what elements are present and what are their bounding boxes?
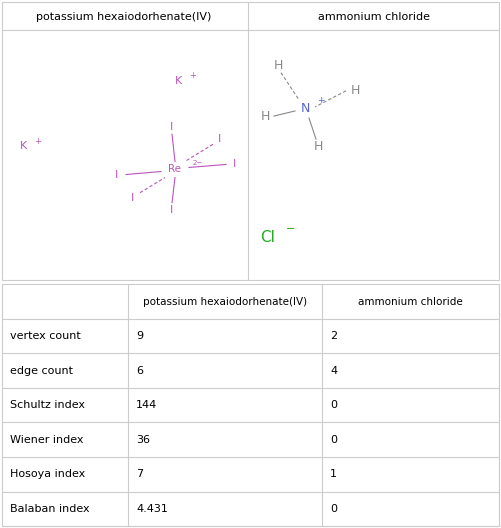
Text: +: + [34, 137, 41, 146]
Text: 4: 4 [330, 366, 337, 376]
Text: K: K [175, 76, 182, 86]
Text: 9: 9 [136, 331, 143, 341]
Text: −: − [286, 224, 296, 234]
Text: H: H [350, 84, 360, 97]
Text: Wiener index: Wiener index [10, 435, 84, 445]
Text: +: + [189, 71, 196, 80]
Text: +: + [317, 97, 325, 106]
Text: I: I [131, 193, 135, 203]
Text: 0: 0 [330, 400, 337, 410]
Text: 7: 7 [136, 469, 143, 479]
Text: Cl: Cl [261, 230, 276, 244]
Text: 0: 0 [330, 435, 337, 445]
Text: 2−: 2− [193, 161, 203, 166]
Text: N: N [300, 102, 310, 116]
Text: 36: 36 [136, 435, 150, 445]
Text: H: H [261, 109, 270, 122]
Text: 2: 2 [330, 331, 337, 341]
Text: Schultz index: Schultz index [10, 400, 85, 410]
Text: Hosoya index: Hosoya index [10, 469, 85, 479]
Text: K: K [20, 142, 27, 152]
Text: I: I [170, 205, 174, 215]
Text: 1: 1 [330, 469, 337, 479]
Text: 144: 144 [136, 400, 157, 410]
Text: edge count: edge count [10, 366, 73, 376]
Text: 6: 6 [136, 366, 143, 376]
Text: I: I [233, 159, 236, 169]
Text: Re: Re [168, 165, 181, 174]
Text: I: I [170, 122, 174, 132]
Text: Balaban index: Balaban index [10, 504, 90, 514]
Text: I: I [115, 169, 119, 180]
Text: H: H [313, 140, 323, 153]
Text: ammonium chloride: ammonium chloride [358, 297, 463, 307]
Text: I: I [218, 134, 221, 144]
Text: vertex count: vertex count [10, 331, 81, 341]
Text: potassium hexaiodorhenate(IV): potassium hexaiodorhenate(IV) [36, 12, 212, 22]
Text: H: H [274, 59, 283, 72]
Text: 4.431: 4.431 [136, 504, 168, 514]
Text: ammonium chloride: ammonium chloride [318, 12, 430, 22]
Text: potassium hexaiodorhenate(IV): potassium hexaiodorhenate(IV) [143, 297, 307, 307]
Text: 0: 0 [330, 504, 337, 514]
